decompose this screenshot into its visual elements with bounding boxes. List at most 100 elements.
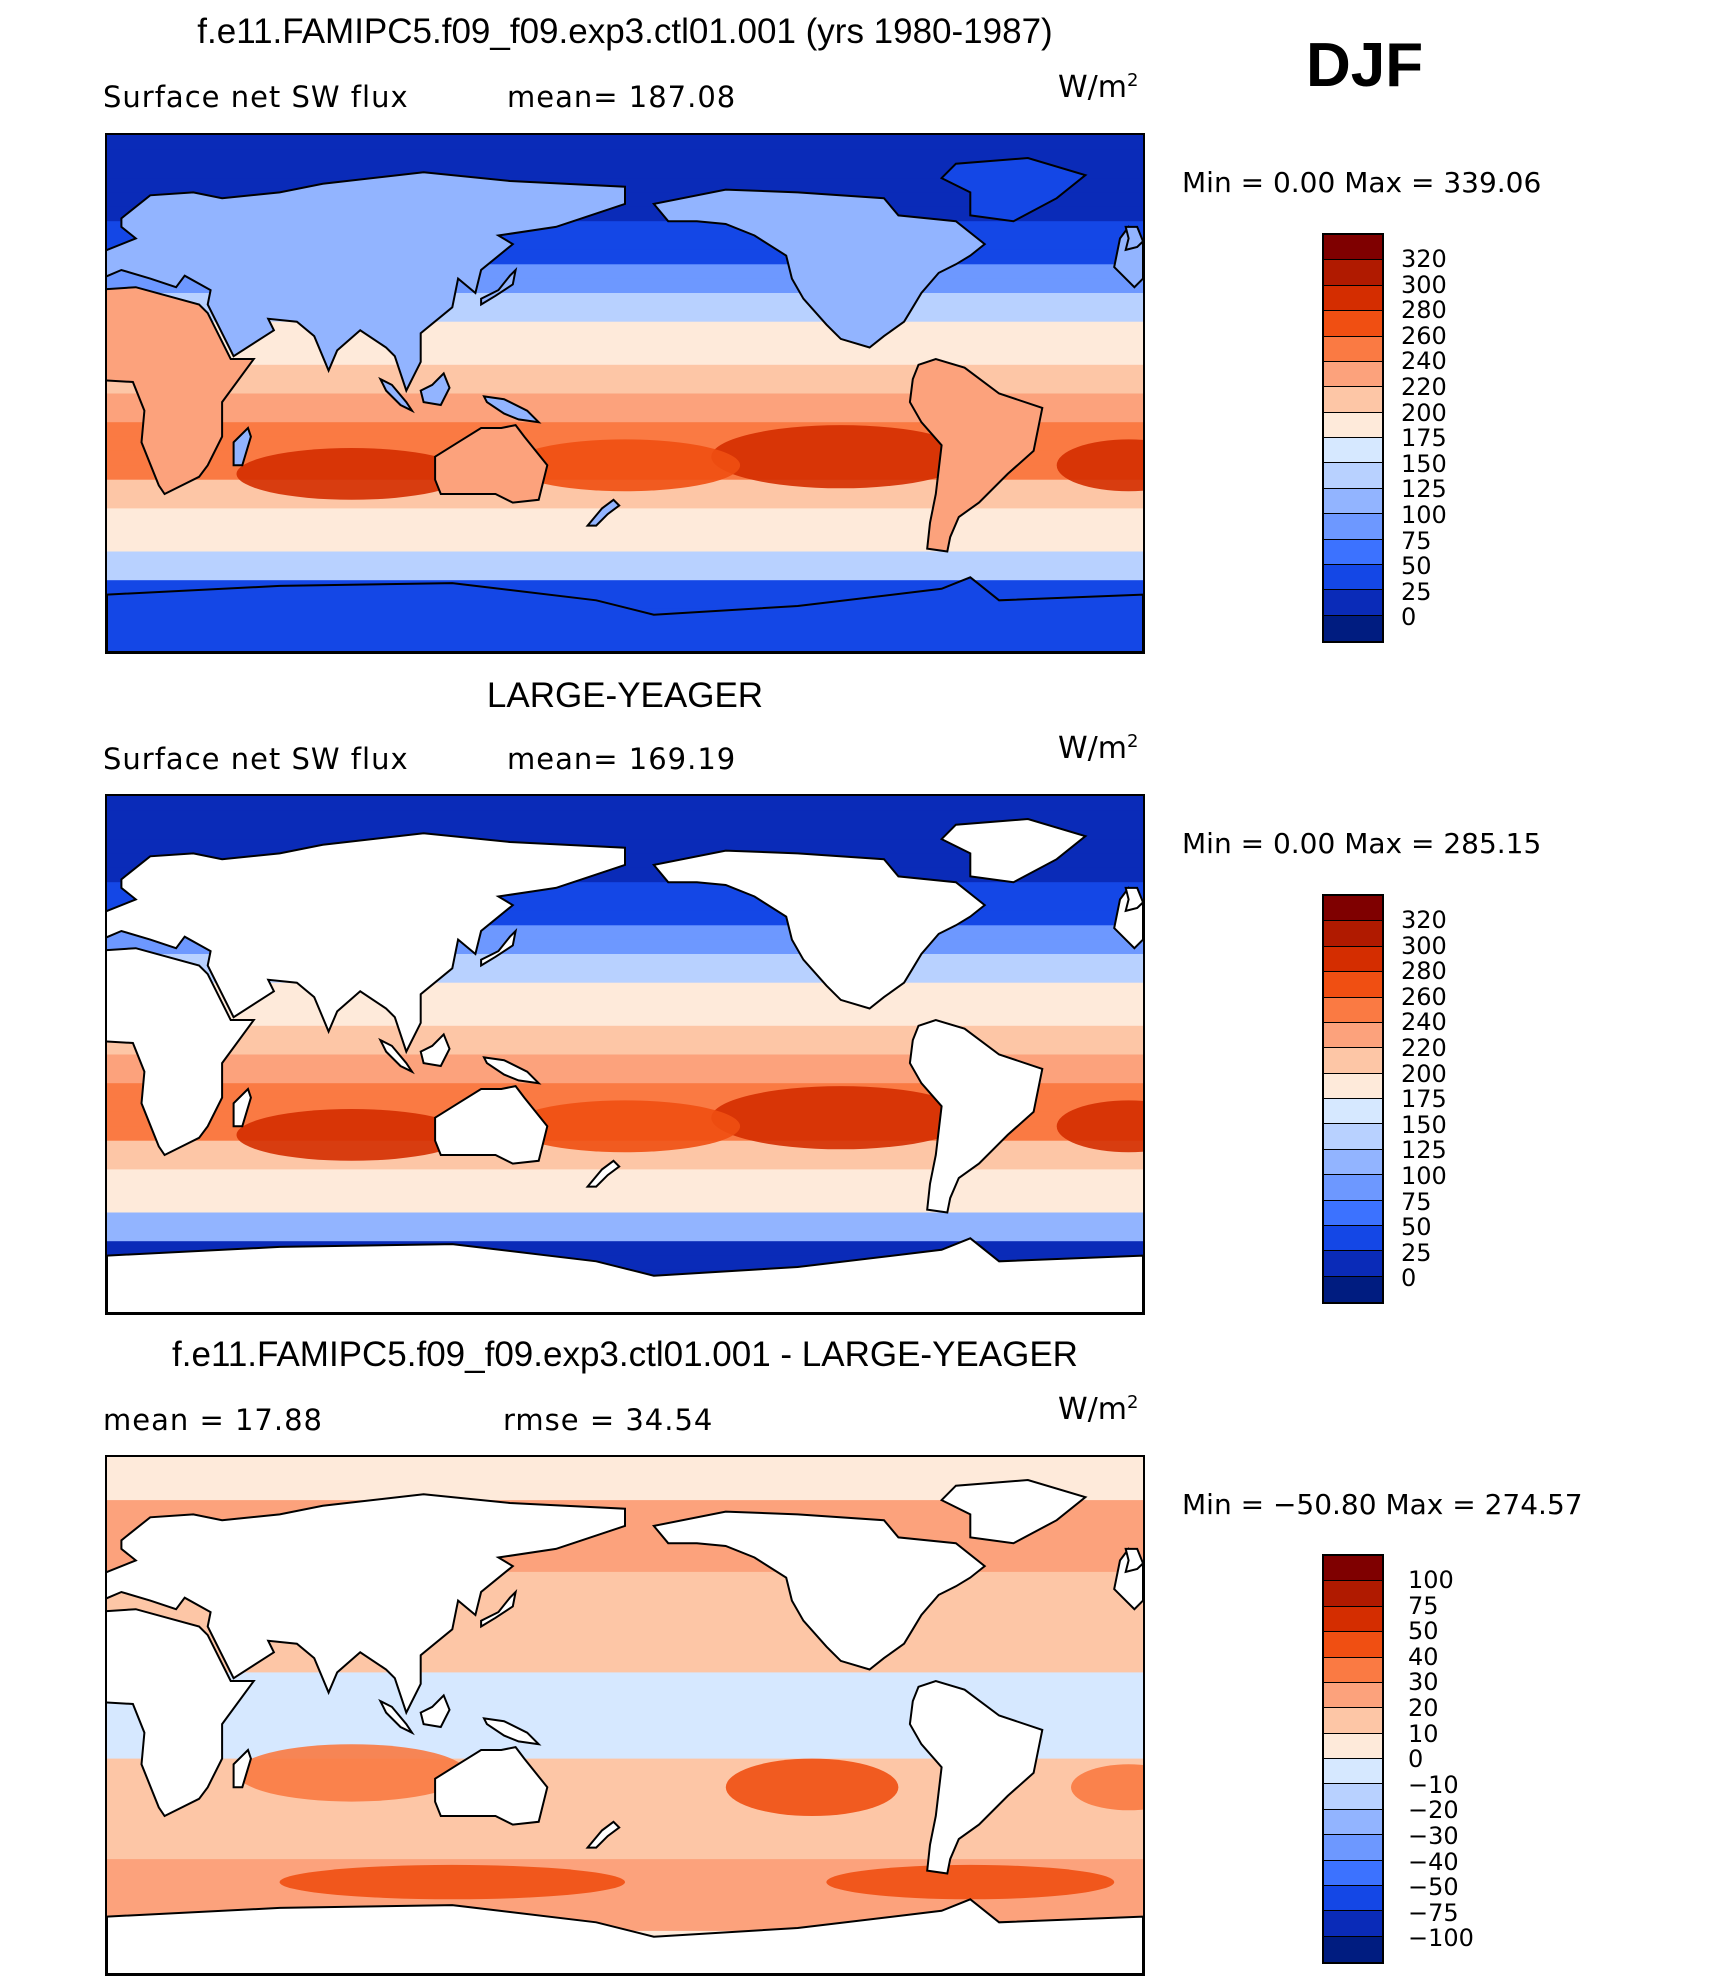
- colorbar-tick-label: 175: [1401, 424, 1447, 453]
- colorbar-swatch: [1324, 463, 1382, 489]
- colorbar-tick-label: 150: [1401, 1110, 1447, 1139]
- ocean-band: [107, 1801, 1143, 1817]
- colorbar-tick-label: 260: [1401, 982, 1447, 1011]
- ocean-band: [107, 522, 1143, 538]
- colorbar-tick-label: 30: [1408, 1668, 1439, 1697]
- ocean-band: [107, 1457, 1143, 1472]
- continent-africa: [107, 286, 256, 496]
- colorbar-swatch: [1324, 921, 1382, 947]
- colorbar-tick-label: 320: [1401, 245, 1447, 273]
- ocean-band: [107, 810, 1143, 826]
- continent-australia: [434, 1745, 549, 1826]
- continent-borneo: [419, 1032, 451, 1068]
- colorbar-tick-label: −30: [1408, 1821, 1459, 1850]
- colorbar-swatch: [1324, 1099, 1382, 1125]
- colorbar-tick-label: 220: [1401, 372, 1447, 401]
- colorbar-swatch: [1324, 1225, 1382, 1252]
- continent-samerica: [908, 1679, 1044, 1875]
- colorbar-swatch: [1324, 1606, 1382, 1633]
- colorbar-tick-label: 280: [1401, 957, 1447, 986]
- colorbar-swatch: [1324, 1048, 1382, 1074]
- colorbar-tick-label: 125: [1401, 1136, 1447, 1165]
- colorbar-swatch: [1324, 1657, 1382, 1683]
- ocean-band: [107, 1212, 1143, 1228]
- ocean-band: [107, 508, 1143, 524]
- ocean-band: [107, 1471, 1143, 1487]
- panel-3-units: W/m2: [1058, 1392, 1139, 1427]
- colorbar-swatch: [1324, 235, 1382, 261]
- colorbar-tick-label: 100: [1401, 500, 1447, 529]
- flux-maximum: [236, 1744, 467, 1802]
- colorbar-swatch: [1324, 1632, 1382, 1658]
- ocean-band: [107, 1686, 1143, 1702]
- colorbar-swatch: [1324, 412, 1382, 438]
- ocean-band: [107, 565, 1143, 581]
- season-label: DJF: [1306, 31, 1424, 100]
- continent-japan: [480, 266, 518, 307]
- ocean-band: [107, 796, 1143, 811]
- ocean-band: [107, 1068, 1143, 1084]
- colorbar-swatch: [1324, 260, 1382, 286]
- colorbar-swatch: [1324, 1682, 1382, 1709]
- colorbar-swatch: [1324, 1911, 1382, 1937]
- continent-japan: [480, 927, 518, 968]
- continent-uk: [1124, 225, 1143, 252]
- colorbar-swatch: [1324, 615, 1382, 641]
- colorbar-tick-label: 240: [1401, 347, 1447, 376]
- continent-uk: [1124, 1547, 1143, 1574]
- continent-newguinea: [482, 1056, 542, 1085]
- panel-1-colorbar: [1322, 233, 1384, 643]
- panel-3-minmax: Min = −50.80 Max = 274.57: [1182, 1488, 1583, 1521]
- colorbar-swatch: [1324, 1860, 1382, 1886]
- colorbar-swatch: [1324, 1809, 1382, 1836]
- continent-sumatra: [378, 1698, 415, 1736]
- colorbar-swatch: [1324, 336, 1382, 362]
- colorbar-tick-label: 260: [1401, 321, 1447, 350]
- ocean-band: [107, 1485, 1143, 1501]
- continent-australia: [434, 1084, 549, 1165]
- ocean-band: [107, 1155, 1143, 1170]
- flux-maximum: [826, 1864, 1115, 1900]
- colorbar-swatch: [1324, 514, 1382, 540]
- flux-maximum: [1056, 439, 1143, 492]
- ocean-band: [107, 551, 1143, 567]
- colorbar-swatch: [1324, 1733, 1382, 1759]
- colorbar-tick-label: −20: [1408, 1796, 1459, 1825]
- panel-1-variable: Surface net SW flux: [103, 80, 409, 114]
- continent-sumatra: [378, 1037, 415, 1075]
- continent-madagascar: [232, 1748, 252, 1789]
- panel-2-title: LARGE-YEAGER: [486, 676, 764, 715]
- continent-sumatra: [378, 376, 415, 414]
- colorbar-tick-label: 320: [1401, 906, 1447, 934]
- ocean-band: [107, 1226, 1143, 1242]
- colorbar-swatch: [1324, 1200, 1382, 1226]
- continent-uk: [1124, 886, 1143, 913]
- colorbar-tick-label: 75: [1408, 1591, 1439, 1620]
- colorbar-swatch: [1324, 387, 1382, 413]
- continent-africa: [107, 947, 256, 1157]
- colorbar-swatch: [1324, 896, 1382, 922]
- flux-maximum: [1056, 1100, 1143, 1153]
- ocean-band: [107, 135, 1143, 150]
- colorbar-tick-label: 300: [1401, 270, 1447, 299]
- continent-madagascar: [232, 1087, 252, 1128]
- continent-newzealand: [585, 498, 621, 527]
- colorbar-swatch: [1324, 946, 1382, 973]
- colorbar-tick-label: 125: [1401, 475, 1447, 504]
- colorbar-tick-label: 240: [1401, 1008, 1447, 1037]
- panel-3-rmse: rmse = 34.54: [503, 1403, 714, 1437]
- colorbar-swatch: [1324, 1708, 1382, 1734]
- continent-japan: [480, 1588, 518, 1629]
- colorbar-tick-label: −50: [1408, 1873, 1459, 1902]
- panel-3-mean: mean = 17.88: [103, 1403, 323, 1437]
- flux-maximum: [711, 1086, 971, 1150]
- panel-2-variable: Surface net SW flux: [103, 742, 409, 776]
- panel-3-colorbar-labels: 100 75 50 40 30 20 10 0 −10 −20 −30 −40 −50 −75 −100: [1408, 1567, 1474, 1952]
- colorbar-tick-label: 25: [1401, 577, 1432, 606]
- ocean-band: [107, 1715, 1143, 1731]
- continent-newzealand: [585, 1159, 621, 1188]
- continent-greenland: [939, 817, 1088, 884]
- continent-eurasia: [107, 171, 626, 394]
- colorbar-swatch: [1324, 488, 1382, 515]
- colorbar-swatch: [1324, 564, 1382, 591]
